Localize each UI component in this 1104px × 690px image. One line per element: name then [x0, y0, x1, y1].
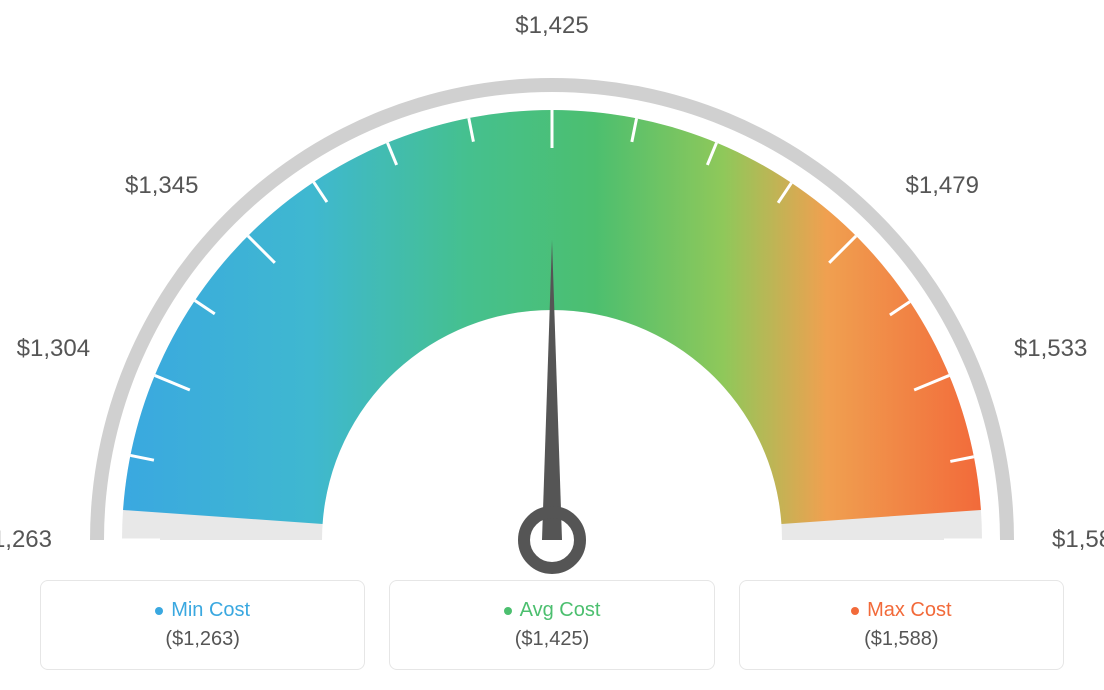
legend-title-max: Max Cost — [851, 599, 951, 622]
legend-card-avg: Avg Cost ($1,425) — [389, 580, 714, 670]
gauge-tick-label: $1,588 — [1052, 526, 1104, 554]
gauge-svg — [0, 40, 1104, 600]
gauge-tick-label: $1,425 — [515, 12, 588, 40]
legend-title-avg: Avg Cost — [504, 599, 601, 622]
legend-row: Min Cost ($1,263) Avg Cost ($1,425) Max … — [0, 580, 1104, 690]
legend-title-avg-text: Avg Cost — [520, 599, 601, 622]
gauge-area: $1,263 $1,304 $1,345 $1,425 $1,479 $1,533 $1,5… — [0, 0, 1104, 560]
legend-dot-max — [851, 607, 859, 615]
gauge-tick-label: $1,479 — [906, 172, 979, 200]
legend-card-min: Min Cost ($1,263) — [40, 580, 365, 670]
legend-dot-avg — [504, 607, 512, 615]
chart-container: $1,263 $1,304 $1,345 $1,425 $1,479 $1,533 $1,5… — [0, 0, 1104, 690]
gauge-tick-label: $1,304 — [17, 335, 90, 363]
gauge-tick-label: $1,263 — [0, 526, 52, 554]
gauge-tick-label: $1,533 — [1014, 335, 1087, 363]
legend-dot-min — [155, 607, 163, 615]
legend-card-max: Max Cost ($1,588) — [739, 580, 1064, 670]
legend-title-min: Min Cost — [155, 599, 250, 622]
legend-title-min-text: Min Cost — [171, 599, 250, 622]
legend-value-min: ($1,263) — [165, 628, 240, 651]
legend-value-avg: ($1,425) — [515, 628, 590, 651]
legend-value-max: ($1,588) — [864, 628, 939, 651]
gauge-tick-label: $1,345 — [125, 172, 198, 200]
legend-title-max-text: Max Cost — [867, 599, 951, 622]
